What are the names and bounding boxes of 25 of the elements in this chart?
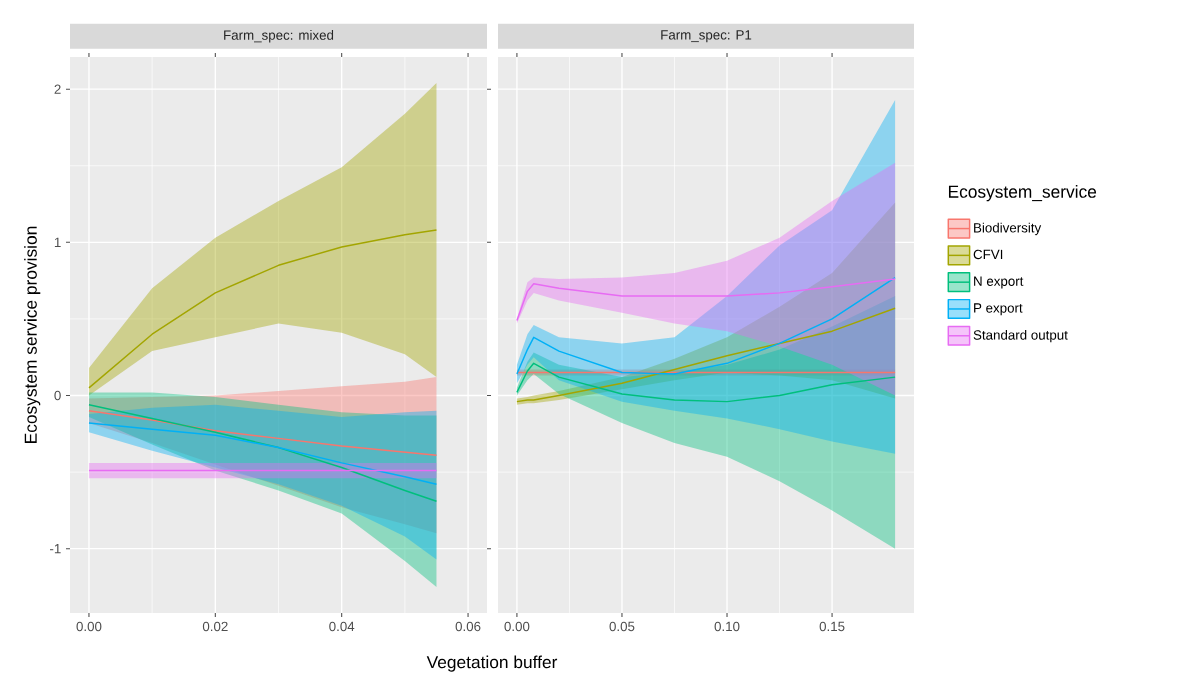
line-series [88,229,438,389]
legend-title: Ecosystem_service [948,185,1097,202]
x-tick-label: 0.00 [504,621,530,632]
x-tick-label: 0.06 [455,621,481,632]
line-series [88,403,438,502]
legend-label: Biodiversity [974,222,1042,236]
legend-label: Standard output [973,329,1068,343]
x-tick-label: 0.10 [714,621,740,632]
x-tick-label: 0.05 [609,621,635,632]
y-tick-label: 1 [54,237,61,247]
y-axis-title: Ecosystem service provision [24,226,41,443]
chart-title: Farm_spec: mixed [224,30,334,43]
x-tick-label: 0.02 [202,621,228,632]
x-tick-label: 0.15 [819,621,845,632]
y-tick-label: -1 [50,544,61,554]
x-tick-label: 0.04 [329,621,355,632]
legend-label: CFVI [973,249,1003,260]
legend-label: N export [974,276,1024,289]
y-tick-label: 0 [54,390,61,401]
line-series [88,422,438,486]
x-axis-title: Vegetation buffer [426,655,558,672]
chart-title: Farm_spec: P1 [661,30,752,43]
legend-label: P export [974,303,1023,316]
y-tick-label: 2 [54,84,61,94]
x-tick-label: 0.00 [76,621,102,632]
